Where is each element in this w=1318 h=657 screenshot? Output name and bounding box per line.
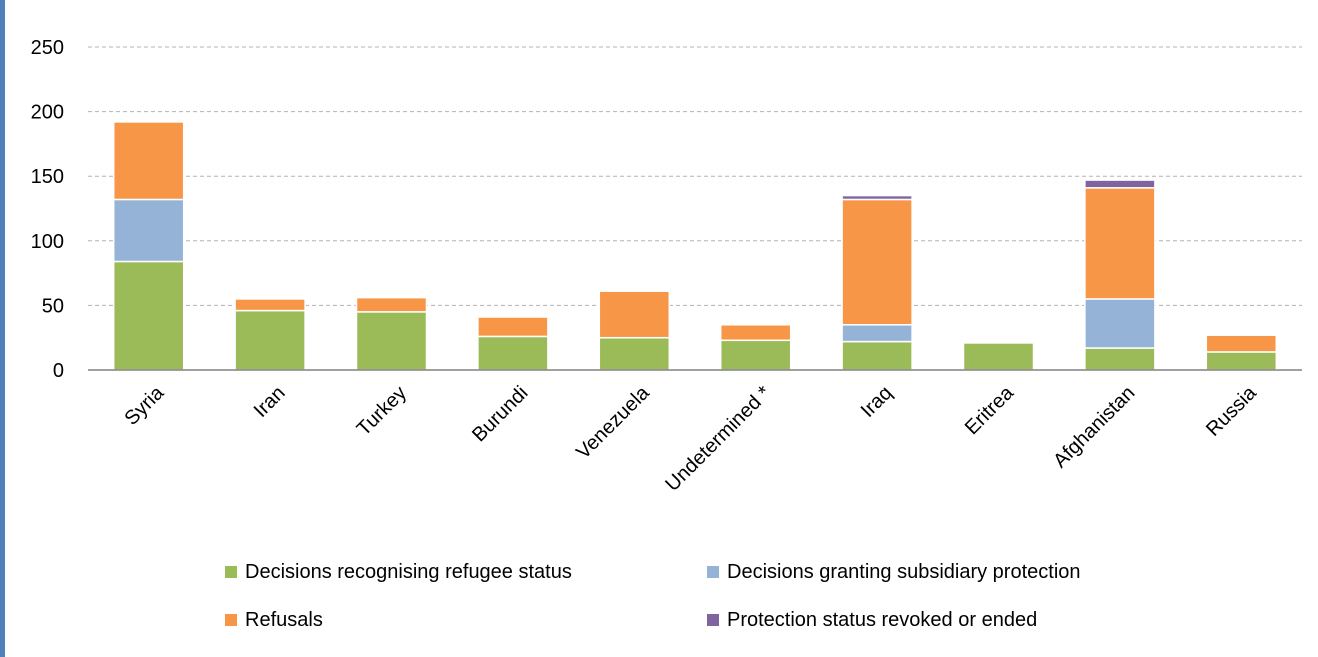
bar-segment	[719, 339, 792, 371]
legend-label: Decisions recognising refugee status	[245, 561, 572, 583]
bar-segment	[234, 298, 306, 312]
y-tick-label: 100	[31, 231, 64, 253]
bar-segment	[1205, 334, 1278, 353]
bar-segment	[1084, 179, 1156, 189]
category-label: Russia	[1202, 381, 1261, 440]
bar-segment	[1205, 333, 1278, 336]
bar-segment	[841, 340, 913, 371]
bar-segment	[112, 198, 185, 263]
y-tick-label: 0	[53, 360, 64, 382]
bar-segment	[598, 336, 671, 371]
bar-segment	[1084, 298, 1156, 349]
bar-segment	[477, 316, 549, 338]
legend-swatch	[225, 566, 237, 578]
y-axis-ticks: 0 50 100 150 200 250	[31, 37, 64, 382]
legend-swatch	[707, 566, 719, 578]
y-tick-label: 250	[31, 37, 64, 59]
bar-segment	[1084, 187, 1156, 300]
category-label: Eritrea	[961, 381, 1019, 439]
left-accent-bar	[0, 0, 5, 657]
category-label: Venezuela	[572, 381, 654, 463]
bar-segment	[841, 198, 913, 326]
bar-segment	[841, 194, 913, 201]
bar-segment	[598, 290, 671, 339]
category-label: Burundi	[468, 382, 532, 446]
bar-segment	[962, 342, 1035, 371]
legend-swatch	[225, 614, 237, 626]
bar-segment	[477, 335, 549, 371]
bar-segment	[234, 309, 306, 371]
bars	[112, 121, 1278, 371]
category-label: Iran	[250, 382, 290, 422]
bar-segment	[719, 324, 792, 342]
bar-segment	[962, 340, 1035, 344]
category-label: Afghanistan	[1049, 382, 1139, 472]
legend-label: Protection status revoked or ended	[727, 609, 1037, 631]
category-label: Iraq	[857, 382, 897, 422]
bar-segment	[355, 311, 428, 371]
bar-segment	[355, 296, 428, 313]
legend-label: Decisions granting subsidiary protection	[727, 561, 1081, 583]
category-labels: Syria Iran Turkey Burundi Venezuela Undetermi…	[120, 381, 1261, 495]
legend-swatch	[707, 614, 719, 626]
bar-segment	[112, 260, 185, 371]
category-label: Turkey	[353, 382, 411, 440]
bar-segment	[1084, 347, 1156, 371]
bar-segment	[841, 324, 913, 343]
bar-segment	[112, 121, 185, 201]
y-tick-label: 150	[31, 166, 64, 188]
y-tick-label: 200	[31, 102, 64, 124]
legend-label: Refusals	[245, 609, 323, 631]
y-tick-label: 50	[42, 295, 64, 317]
category-label: Syria	[120, 381, 168, 429]
legend: Decisions recognising refugee status Deci…	[225, 561, 1081, 631]
category-label: Undetermined *	[661, 382, 775, 496]
bar-segment	[1205, 351, 1278, 371]
